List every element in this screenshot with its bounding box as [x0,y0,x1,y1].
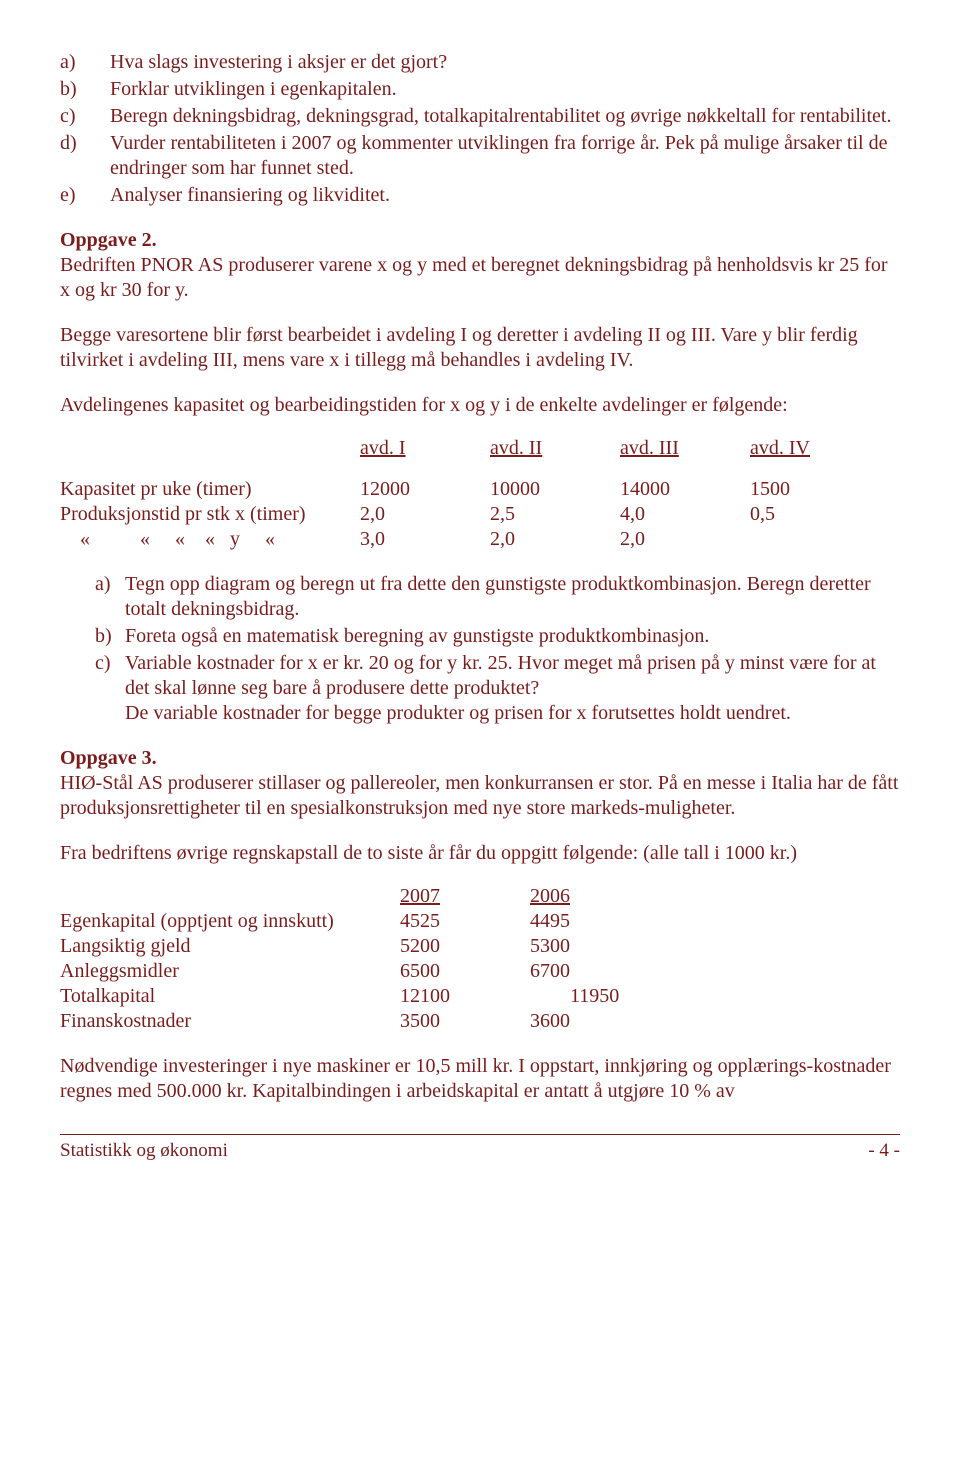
oppgave2-p2: Begge varesortene blir først bearbeidet … [60,323,900,373]
cell: 11950 [570,984,700,1009]
oppgave2-title: Oppgave 2. [60,228,900,253]
table-row: Kapasitet pr uke (timer) 12000 10000 140… [60,477,900,502]
cell: 10000 [490,477,620,502]
row-label: Finanskostnader [60,1009,400,1034]
oppgave3-title: Oppgave 3. [60,746,900,771]
cell: 2,0 [620,527,750,552]
text: Vurder rentabiliteten i 2007 og kommente… [110,131,900,181]
cell: 5300 [530,934,660,959]
question1-list: a) Hva slags investering i aksjer er det… [60,50,900,208]
table-row: Anleggsmidler 6500 6700 [60,959,900,984]
year-header-row: 2007 2006 [60,884,900,909]
year-header: 2006 [530,884,660,909]
cell: 3600 [530,1009,660,1034]
row-label: Totalkapital [60,984,400,1009]
q1-a: a) Hva slags investering i aksjer er det… [60,50,900,75]
footer-left: Statistikk og økonomi [60,1139,228,1163]
cell: 2,0 [360,502,490,527]
sub-b: b) Foreta også en matematisk beregning a… [95,624,900,649]
row-label: Egenkapital (opptjent og innskutt) [60,909,400,934]
footer-page-number: - 4 - [868,1139,900,1163]
label: b) [60,77,110,102]
oppgave2-p3: Avdelingenes kapasitet og bearbeidingsti… [60,393,900,418]
row-label: « « « « y « [60,527,360,552]
text: Analyser finansiering og likviditet. [110,183,900,208]
table-header-row: avd. I avd. II avd. III avd. IV [60,436,900,461]
col-header: avd. IV [750,436,880,461]
text: Hva slags investering i aksjer er det gj… [110,50,900,75]
cell: 3,0 [360,527,490,552]
col-header: avd. III [620,436,750,461]
capacity-table: avd. I avd. II avd. III avd. IV Kapasite… [60,436,900,552]
cell: 12000 [360,477,490,502]
q1-d: d) Vurder rentabiliteten i 2007 og komme… [60,131,900,181]
text: Forklar utviklingen i egenkapitalen. [110,77,900,102]
q1-e: e) Analyser finansiering og likviditet. [60,183,900,208]
row-label: Langsiktig gjeld [60,934,400,959]
cell [750,527,880,552]
row-label: Kapasitet pr uke (timer) [60,477,360,502]
sub-a: a) Tegn opp diagram og beregn ut fra det… [95,572,900,622]
cell: 4495 [530,909,660,934]
cell: 2,0 [490,527,620,552]
q1-c: c) Beregn dekningsbidrag, dekningsgrad, … [60,104,900,129]
text: Variable kostnader for x er kr. 20 og fo… [125,651,900,726]
row-label: Anleggsmidler [60,959,400,984]
cell: 1500 [750,477,880,502]
table-row: Totalkapital 12100 11950 [60,984,900,1009]
oppgave2-p1: Bedriften PNOR AS produserer varene x og… [60,253,900,303]
financial-table: 2007 2006 Egenkapital (opptjent og innsk… [60,884,900,1034]
text: Beregn dekningsbidrag, dekningsgrad, tot… [110,104,900,129]
label: b) [95,624,125,649]
cell: 2,5 [490,502,620,527]
oppgave3-p2: Fra bedriftens øvrige regnskapstall de t… [60,841,900,866]
cell: 0,5 [750,502,880,527]
label: c) [95,651,125,726]
cell: 6700 [530,959,660,984]
cell: 14000 [620,477,750,502]
cell: 12100 [400,984,570,1009]
page-footer: Statistikk og økonomi - 4 - [60,1134,900,1163]
text: Foreta også en matematisk beregning av g… [125,624,900,649]
cell: 4,0 [620,502,750,527]
table-row: « « « « y « 3,0 2,0 2,0 [60,527,900,552]
oppgave2-sublist: a) Tegn opp diagram og beregn ut fra det… [60,572,900,726]
label: d) [60,131,110,181]
oppgave3-p1: HIØ-Stål AS produserer stillaser og pall… [60,771,900,821]
table-row: Finanskostnader 3500 3600 [60,1009,900,1034]
col-header: avd. II [490,436,620,461]
text: Tegn opp diagram og beregn ut fra dette … [125,572,900,622]
year-header: 2007 [400,884,530,909]
label: c) [60,104,110,129]
label: e) [60,183,110,208]
cell: 3500 [400,1009,530,1034]
cell: 5200 [400,934,530,959]
table-row: Produksjonstid pr stk x (timer) 2,0 2,5 … [60,502,900,527]
oppgave3-p3: Nødvendige investeringer i nye maskiner … [60,1054,900,1104]
cell: 6500 [400,959,530,984]
sub-c: c) Variable kostnader for x er kr. 20 og… [95,651,900,726]
label: a) [60,50,110,75]
col-header: avd. I [360,436,490,461]
cell: 4525 [400,909,530,934]
q1-b: b) Forklar utviklingen i egenkapitalen. [60,77,900,102]
table-row: Langsiktig gjeld 5200 5300 [60,934,900,959]
label: a) [95,572,125,622]
table-row: Egenkapital (opptjent og innskutt) 4525 … [60,909,900,934]
row-label: Produksjonstid pr stk x (timer) [60,502,360,527]
